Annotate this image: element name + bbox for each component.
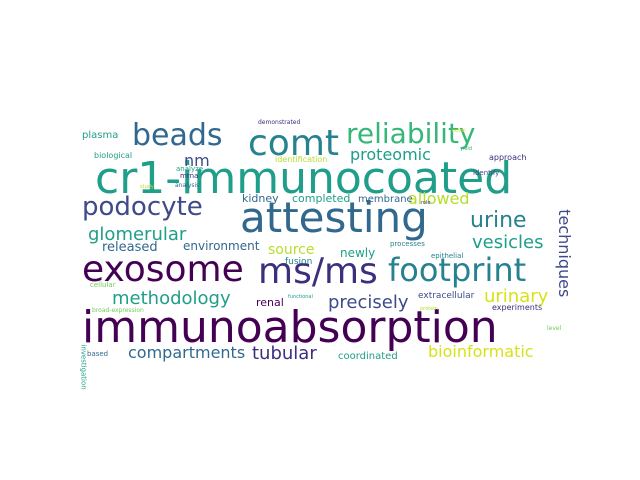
word-study: study bbox=[140, 184, 154, 190]
word-nm: nm bbox=[184, 151, 210, 170]
word-newly: newly bbox=[340, 246, 375, 260]
word-allowed: allowed bbox=[408, 189, 470, 208]
word-membrane: membrane bbox=[358, 194, 413, 205]
word-renal: renal bbox=[256, 296, 284, 309]
word-ms-ms: ms/ms bbox=[258, 251, 378, 292]
word-cr1-immunocoated: cr1-immunocoated bbox=[95, 153, 512, 204]
word-environment: environment bbox=[183, 239, 260, 253]
word-analyze: analyze bbox=[176, 165, 203, 173]
word-fusion: fusion bbox=[285, 257, 312, 267]
word-proteomic: proteomic bbox=[350, 145, 431, 164]
word-methodology: methodology bbox=[112, 288, 231, 309]
word-analysis: analysis bbox=[175, 182, 199, 189]
word-role: role bbox=[421, 200, 430, 206]
word-released: released bbox=[102, 240, 158, 255]
word-approach: approach bbox=[489, 153, 526, 162]
word-identify: identify bbox=[473, 169, 499, 177]
word-urinary: urinary bbox=[484, 286, 549, 307]
word-epithelial: epithelial bbox=[431, 252, 463, 260]
word-glomerular: glomerular bbox=[88, 224, 187, 245]
word-investigation: investigation bbox=[79, 344, 87, 389]
word-completed: completed bbox=[292, 192, 350, 205]
word-podocyte: podocyte bbox=[82, 192, 203, 222]
word-exosome: exosome bbox=[82, 249, 244, 290]
word-compartments: compartments bbox=[128, 343, 245, 362]
word-mrna: mrna bbox=[180, 172, 198, 180]
word-identification: identification bbox=[275, 155, 327, 164]
word-source: source bbox=[268, 242, 315, 258]
word-extracellular: extracellular bbox=[418, 291, 475, 301]
word-kidney: kidney bbox=[242, 192, 279, 205]
word-yield: yield bbox=[460, 146, 472, 152]
word-footprint: footprint bbox=[388, 251, 526, 289]
word-reliability: reliability bbox=[346, 117, 476, 150]
word-urine: urine bbox=[470, 208, 527, 233]
word-biological: biological bbox=[94, 151, 132, 160]
word-bioinformatic: bioinformatic bbox=[428, 342, 534, 361]
word-immunoabsorption: immunoabsorption bbox=[82, 302, 498, 353]
word-processes: processes bbox=[390, 240, 425, 248]
word-cellular: cellular bbox=[90, 281, 116, 289]
word-novel: novel bbox=[452, 128, 466, 134]
word-attesting: attesting bbox=[240, 193, 428, 242]
word-beads: beads bbox=[132, 118, 223, 153]
word-protein: protein bbox=[420, 306, 438, 312]
word-plasma: plasma bbox=[82, 130, 118, 141]
word-broad-expression: broad-expression bbox=[92, 307, 144, 314]
word-tubular: tubular bbox=[252, 343, 317, 364]
word-cloud-words: immunoabsorption cr1-immunocoatedattestin… bbox=[79, 117, 574, 390]
word-techniques: techniques bbox=[555, 209, 574, 297]
word-demonstrated: demonstrated bbox=[258, 119, 300, 126]
word-comt: comt bbox=[248, 123, 339, 164]
word-coordinated: coordinated bbox=[338, 351, 398, 362]
word-based: based bbox=[87, 350, 108, 358]
word-functional: functional bbox=[288, 294, 313, 300]
word-level: level bbox=[547, 325, 562, 332]
word-vesicles: vesicles bbox=[472, 232, 543, 253]
word-experiments: experiments bbox=[492, 303, 542, 312]
word-precisely: precisely bbox=[328, 292, 409, 313]
